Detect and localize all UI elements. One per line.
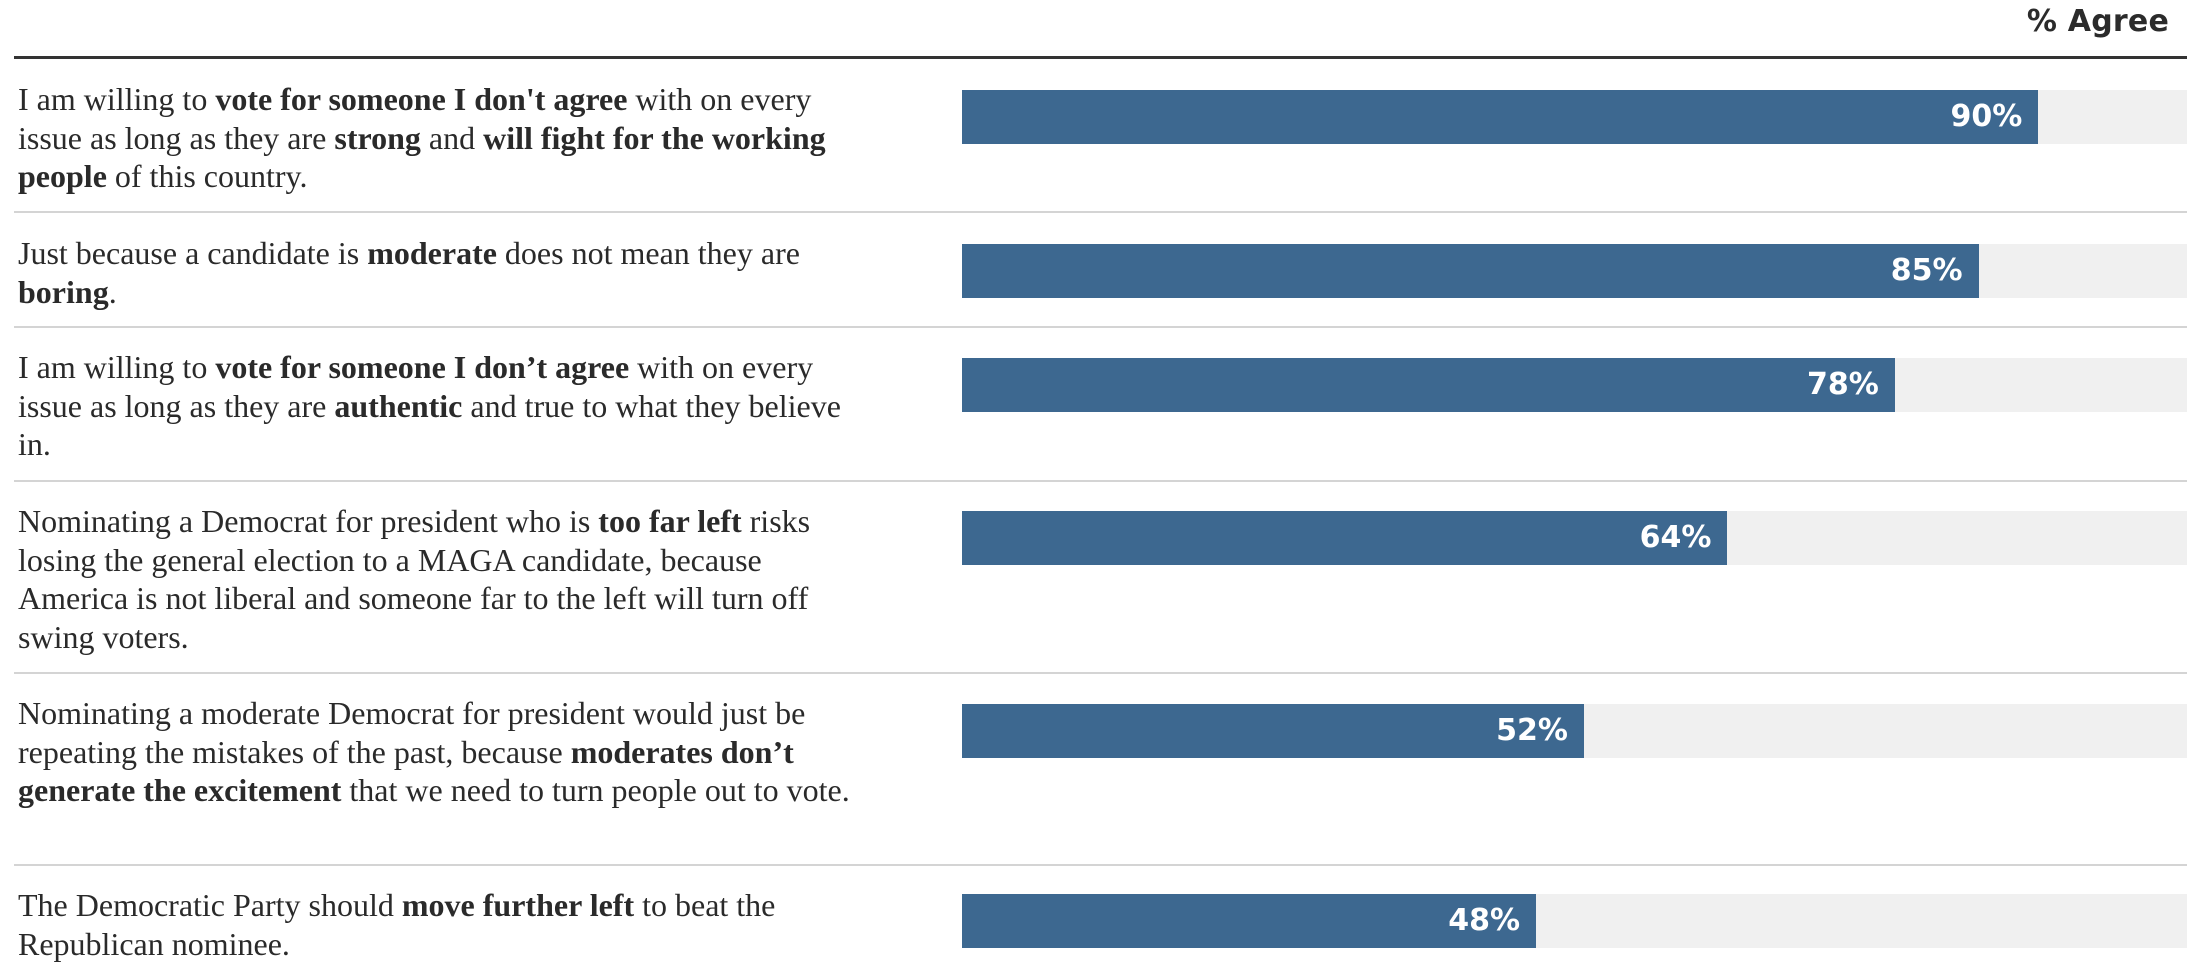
- statement-segment: Nominating a moderate Democrat for presi…: [18, 695, 806, 770]
- bar-track: 64%: [962, 511, 2187, 565]
- bar-track: 85%: [962, 244, 2187, 298]
- statement-segment: The Democratic Party should: [18, 887, 402, 923]
- bar: 64%: [962, 511, 1728, 565]
- bar-track: 78%: [962, 358, 2187, 412]
- statement-text: Nominating a Democrat for president who …: [18, 502, 868, 656]
- statement-emphasis: too far left: [598, 503, 742, 539]
- row-divider: [14, 211, 2187, 213]
- bar: 90%: [962, 90, 2039, 144]
- statement-text: Nominating a moderate Democrat for presi…: [18, 694, 868, 810]
- statement-segment: risks losing the general election to a M…: [18, 503, 811, 655]
- statement-emphasis: will fight for the working people: [18, 119, 826, 195]
- bar-value-label: 90%: [1950, 99, 2023, 134]
- statement-emphasis: move further left: [401, 887, 635, 923]
- statement-segment: I am willing to: [18, 349, 216, 385]
- bar: 78%: [962, 358, 1895, 412]
- bar-track: 52%: [962, 704, 2187, 758]
- row-divider: [14, 480, 2187, 482]
- statement-segment: of this country.: [106, 158, 308, 194]
- statement-segment: Nominating a Democrat for president who …: [18, 503, 599, 539]
- statement-segment: and true to what they believe in.: [18, 387, 841, 463]
- statement-text: The Democratic Party should move further…: [18, 886, 868, 963]
- row-divider: [14, 672, 2187, 674]
- bar: 85%: [962, 244, 1979, 298]
- statement-emphasis: boring: [18, 273, 109, 310]
- header-rule: [14, 56, 2187, 59]
- statement-segment: with on every issue as long as they are: [18, 81, 812, 156]
- bar-track: 90%: [962, 90, 2187, 144]
- bar-value-label: 52%: [1496, 713, 1568, 748]
- statement-segment: Just because a candidate is: [18, 235, 368, 271]
- row-divider: [14, 326, 2187, 328]
- bar: 48%: [962, 894, 1537, 948]
- statement-text: Just because a candidate is moderate doe…: [18, 234, 868, 311]
- statement-segment: that we need to turn people out to vote.: [341, 772, 850, 808]
- statement-segment: with on every issue as long as they are: [18, 349, 814, 424]
- statement-emphasis: strong: [334, 119, 421, 156]
- statement-emphasis: vote for someone I don't agree: [215, 81, 628, 117]
- statement-segment: and: [420, 119, 484, 156]
- statement-segment: to beat the Republican nominee.: [18, 887, 776, 962]
- statement-emphasis: authentic: [334, 387, 463, 424]
- statement-segment: .: [108, 273, 117, 310]
- statement-segment: does not mean they are: [496, 235, 800, 271]
- chart-header-label: % Agree: [2026, 4, 2169, 39]
- statement-text: I am willing to vote for someone I don’t…: [18, 348, 868, 464]
- bar-value-label: 64%: [1639, 520, 1712, 555]
- statement-emphasis: moderates don’t generate the excitement: [18, 733, 794, 809]
- bar-value-label: 85%: [1890, 253, 1963, 288]
- statement-emphasis: vote for someone I don’t agree: [215, 349, 630, 385]
- bar-track: 48%: [962, 894, 2187, 948]
- bar: 52%: [962, 704, 1584, 758]
- bar-value-label: 78%: [1807, 367, 1879, 402]
- statement-text: I am willing to vote for someone I don't…: [18, 80, 868, 196]
- row-divider: [14, 864, 2187, 866]
- statement-emphasis: moderate: [367, 235, 497, 271]
- bar-value-label: 48%: [1448, 903, 1521, 938]
- statement-segment: I am willing to: [18, 81, 216, 117]
